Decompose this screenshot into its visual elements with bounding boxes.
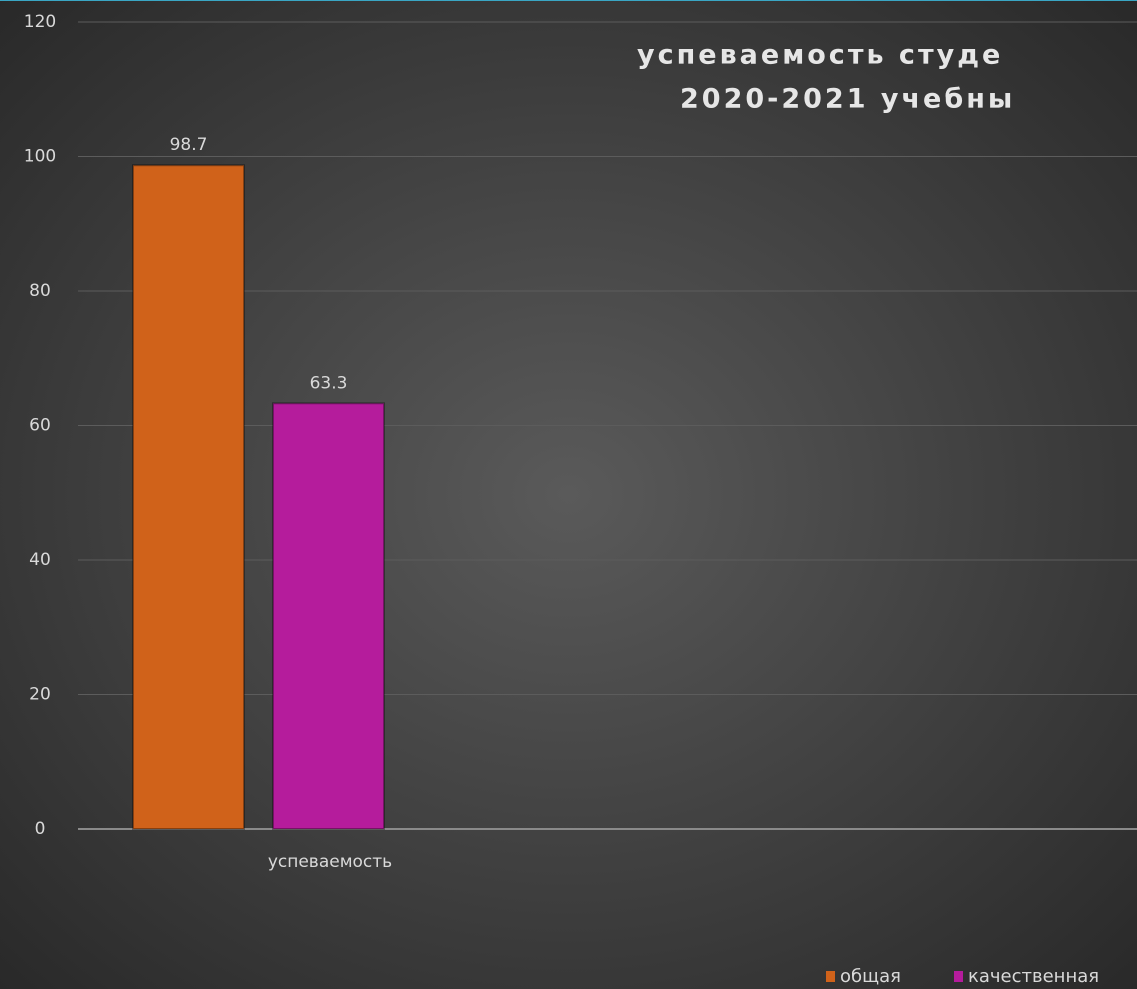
chart-title: 2020-2021 учебны [680,84,1015,115]
legend-label: общая [840,966,901,987]
x-tick-label: успеваемость [268,852,392,872]
y-tick-label: 60 [29,416,51,436]
legend-swatch [826,971,835,982]
y-tick-label: 0 [35,819,46,839]
y-tick-label: 100 [24,147,56,167]
value-label: 98.7 [170,135,208,155]
legend-label: качественная [968,966,1099,987]
y-tick-label: 20 [29,685,51,705]
bar [272,402,385,830]
y-tick-label: 80 [29,281,51,301]
value-label: 63.3 [310,373,348,393]
chart-title: успеваемость студе [637,40,1003,71]
legend-swatch [954,971,963,982]
bar [132,164,245,830]
y-tick-label: 40 [29,550,51,570]
y-tick-label: 120 [24,12,56,32]
